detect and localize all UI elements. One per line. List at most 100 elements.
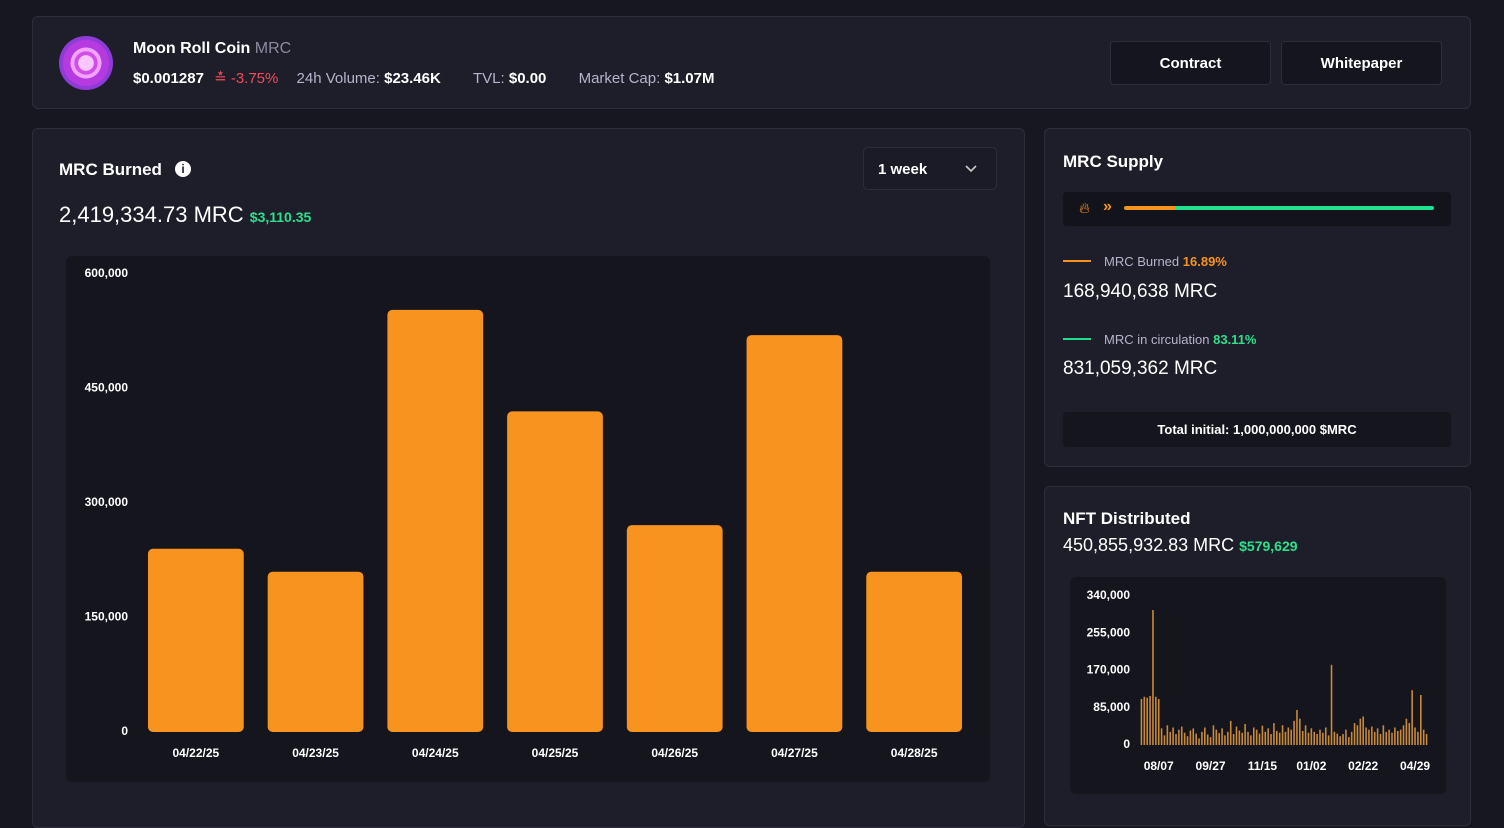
period-select[interactable]: 1 week: [863, 147, 997, 190]
circ-legend: MRC in circulation 83.11%: [1104, 332, 1256, 347]
x-tick-label: 04/23/25: [292, 746, 339, 760]
whitepaper-button[interactable]: Whitepaper: [1281, 41, 1442, 85]
bar: [1333, 731, 1336, 745]
bar: [1204, 727, 1206, 745]
y-tick-label: 450,000: [85, 381, 129, 395]
bar: [1368, 729, 1370, 745]
bar: [1178, 729, 1180, 745]
x-tick-label: 04/26/25: [651, 746, 698, 760]
supply-title: MRC Supply: [1063, 152, 1164, 171]
bar: [1402, 725, 1405, 745]
tvl-label: TVL:: [473, 70, 505, 87]
bar: [1324, 727, 1327, 745]
bar: [1157, 698, 1160, 745]
x-tick-label: 02/22: [1348, 759, 1378, 773]
bar: [1342, 734, 1344, 745]
bar: [1218, 733, 1220, 745]
bar: [387, 309, 484, 732]
burned-pct: 16.89%: [1182, 254, 1227, 269]
bar: [1316, 734, 1318, 745]
bar: [1247, 731, 1249, 745]
burned-progress: [1124, 206, 1175, 210]
x-tick-label: 04/24/25: [412, 746, 459, 760]
bar: [1353, 723, 1356, 745]
bar: [1385, 731, 1388, 745]
bar: [1143, 696, 1146, 745]
bar: [1186, 736, 1189, 745]
bar: [1146, 697, 1148, 745]
bar: [1348, 737, 1350, 745]
burned-total-row: 2,419,334.73 MRC $3,110.35: [59, 202, 311, 228]
nft-usd: $579,629: [1239, 538, 1298, 554]
bar: [1160, 728, 1163, 745]
bar: [1420, 695, 1422, 745]
coin-title: Moon Roll Coin MRC: [133, 40, 291, 58]
bar: [1238, 730, 1241, 745]
chevron: [965, 165, 977, 173]
arrows-icon: »: [1103, 198, 1112, 215]
tvl: $0.00: [508, 70, 547, 87]
x-tick-label: 09/27: [1196, 759, 1226, 773]
bar: [1290, 729, 1292, 745]
bar: [1339, 736, 1341, 745]
bar: [1296, 709, 1298, 745]
circ-pct: 83.11%: [1213, 332, 1257, 347]
bar: [866, 571, 963, 732]
burned-label: MRC Burned: [1104, 254, 1180, 269]
bar: [1379, 734, 1382, 745]
bar: [1313, 731, 1316, 745]
volume: $23.46K: [384, 70, 441, 87]
y-tick-label: 85,000: [1093, 700, 1130, 714]
bar: [1408, 723, 1411, 745]
bar: [1180, 726, 1183, 745]
bar: [1310, 728, 1313, 745]
bar: [1163, 735, 1166, 745]
bar: [1319, 729, 1321, 745]
bar: [1411, 690, 1413, 745]
bar: [1209, 737, 1212, 745]
nft-total-row: 450,855,932.83 MRC $579,629: [1063, 535, 1298, 556]
bar: [1255, 729, 1258, 745]
bar: [626, 525, 723, 732]
bar: [1229, 720, 1232, 745]
coin-symbol: MRC: [254, 40, 292, 57]
bar: [1388, 729, 1390, 745]
period-value: 1 week: [878, 161, 928, 178]
price: $0.001287: [133, 70, 204, 87]
bar: [1394, 727, 1396, 745]
bar: [1227, 731, 1229, 745]
burned-legend-line: [1063, 260, 1091, 262]
bar: [1206, 734, 1209, 745]
supply-total: Total initial: 1,000,000,000 $MRC: [1063, 412, 1451, 447]
bar: [1307, 732, 1310, 745]
circ-legend-line: [1063, 338, 1091, 340]
bar: [1417, 731, 1419, 745]
bar: [1221, 728, 1223, 745]
change-value: -3.75%: [230, 70, 279, 87]
bar: [746, 335, 843, 732]
nft-chart: 0 85,000 170,000 255,000 340,000 08/07 09/27 11…: [1087, 588, 1431, 773]
bar: [1140, 698, 1143, 745]
info-icon[interactable]: i: [175, 161, 191, 177]
bar: [1267, 728, 1269, 745]
y-tick-label: 150,000: [85, 610, 129, 624]
bar: [1250, 735, 1252, 745]
bar: [267, 571, 364, 732]
bar: [1149, 695, 1151, 745]
bar: [1345, 729, 1347, 745]
bar: [1284, 731, 1287, 745]
bar: [1301, 730, 1304, 745]
bar: [1195, 733, 1197, 745]
bar: [1350, 731, 1353, 745]
bar: [1215, 729, 1218, 745]
x-tick-label: 11/15: [1248, 759, 1278, 773]
nft-total: 450,855,932.83 MRC: [1063, 535, 1235, 555]
contract-button[interactable]: Contract: [1110, 41, 1271, 85]
bar: [1270, 734, 1272, 745]
bar: [1172, 727, 1174, 745]
bar: [1287, 727, 1290, 745]
bar: [147, 548, 244, 732]
bar: [1391, 732, 1393, 745]
bar: [1322, 732, 1324, 745]
bar: [1278, 732, 1281, 745]
